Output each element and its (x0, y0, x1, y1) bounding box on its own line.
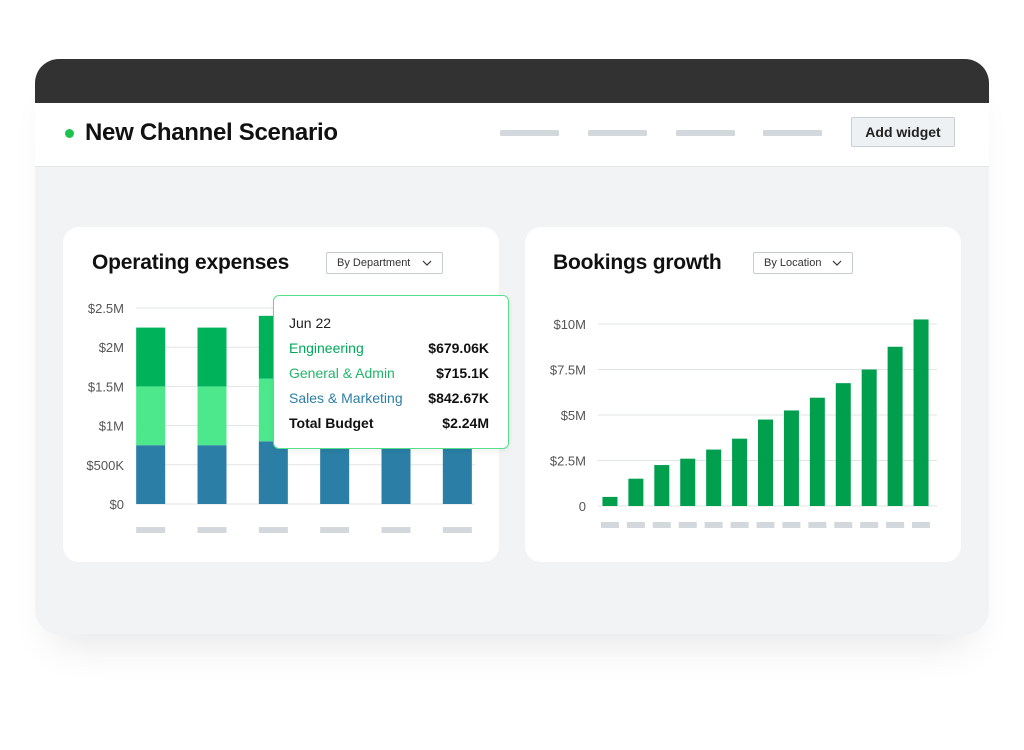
chart-bar (258, 441, 288, 504)
tooltip-label: Sales & Marketing (289, 390, 403, 406)
chart-bar (680, 458, 696, 506)
y-tick-label: $500K (86, 458, 124, 473)
nav-placeholder-3[interactable] (676, 130, 735, 136)
x-tick-placeholder (678, 522, 697, 528)
status-dot-icon (65, 129, 74, 138)
chart-bar (442, 445, 472, 504)
tooltip-total-label: Total Budget (289, 415, 374, 431)
chevron-down-icon (832, 260, 842, 266)
chart-bar (197, 327, 227, 387)
window-titlebar (35, 59, 989, 103)
page-header: New Channel Scenario Add widget (35, 103, 989, 167)
bookings-growth-card: Bookings growth By Location 0 $2.5M $5M $7.… (525, 227, 961, 562)
chart-bar (197, 445, 227, 504)
chart-bar (136, 386, 166, 446)
y-tick-label: $1.5M (88, 379, 124, 394)
chart-bar (628, 478, 644, 506)
tooltip-value: $715.1K (436, 365, 489, 381)
tooltip-label: General & Admin (289, 365, 395, 381)
department-dropdown[interactable]: By Department (326, 252, 443, 274)
nav-placeholder-4[interactable] (763, 130, 822, 136)
y-tick-label: $10M (553, 317, 586, 332)
chart-bar (136, 327, 166, 387)
chart-bar (706, 449, 722, 506)
x-tick-placeholder (912, 522, 931, 528)
chart-bar (887, 346, 903, 506)
y-tick-label: $2M (99, 340, 124, 355)
chart-bar (783, 410, 799, 506)
x-tick-placeholder (381, 527, 411, 533)
page-title: New Channel Scenario (85, 119, 338, 146)
x-tick-placeholder (136, 527, 166, 533)
x-tick-placeholder (886, 522, 905, 528)
chart-bar (136, 445, 166, 504)
chart-bar (732, 438, 748, 506)
x-tick-placeholder (626, 522, 645, 528)
tooltip-date: Jun 22 (289, 315, 332, 331)
x-tick-placeholder (782, 522, 801, 528)
nav-placeholder-2[interactable] (588, 130, 647, 136)
x-tick-placeholder (730, 522, 749, 528)
operating-expenses-title: Operating expenses (92, 251, 290, 274)
chart-bar (809, 397, 825, 506)
department-dropdown-label: By Department (337, 257, 411, 269)
y-tick-label: $7.5M (550, 363, 586, 378)
location-dropdown-label: By Location (764, 257, 822, 269)
bookings-growth-chart: 0 $2.5M $5M $7.5M $10M (550, 317, 937, 528)
tooltip-value: $842.67K (428, 390, 489, 406)
x-tick-placeholder (442, 527, 472, 533)
add-widget-button[interactable]: Add widget (851, 117, 955, 147)
y-tick-label: $2.5M (550, 454, 586, 469)
x-tick-placeholder (197, 527, 227, 533)
chart-bar (835, 383, 851, 506)
chart-bar (758, 419, 773, 506)
chart-bar (913, 319, 929, 506)
chart-bar (602, 496, 618, 506)
chart-bar (861, 369, 877, 506)
tooltip-label: Engineering (289, 340, 364, 356)
chart-bar (381, 445, 411, 504)
x-tick-placeholder (320, 527, 350, 533)
chart-bar (197, 386, 227, 446)
x-tick-placeholder (704, 522, 723, 528)
tooltip-value: $679.06K (428, 340, 489, 356)
y-tick-label: $1M (99, 419, 124, 434)
x-tick-placeholder (808, 522, 827, 528)
y-tick-label: $5M (561, 408, 586, 423)
x-tick-placeholder (834, 522, 853, 528)
x-tick-placeholder (860, 522, 879, 528)
tooltip-total-value: $2.24M (442, 415, 489, 431)
nav-placeholder-1[interactable] (500, 130, 559, 136)
x-tick-placeholder (756, 522, 775, 528)
chart-bar (654, 465, 670, 506)
y-tick-label: $0 (110, 497, 124, 512)
chevron-down-icon (422, 260, 432, 266)
x-tick-placeholder (600, 522, 619, 528)
chart-bar (320, 445, 350, 504)
x-tick-placeholder (258, 527, 288, 533)
bookings-growth-title: Bookings growth (553, 251, 722, 274)
y-tick-label: 0 (579, 499, 586, 514)
chart-tooltip: Jun 22 Engineering $679.06K General & Ad… (273, 295, 509, 449)
location-dropdown[interactable]: By Location (753, 252, 853, 274)
y-tick-label: $2.5M (88, 301, 124, 316)
x-tick-placeholder (652, 522, 671, 528)
